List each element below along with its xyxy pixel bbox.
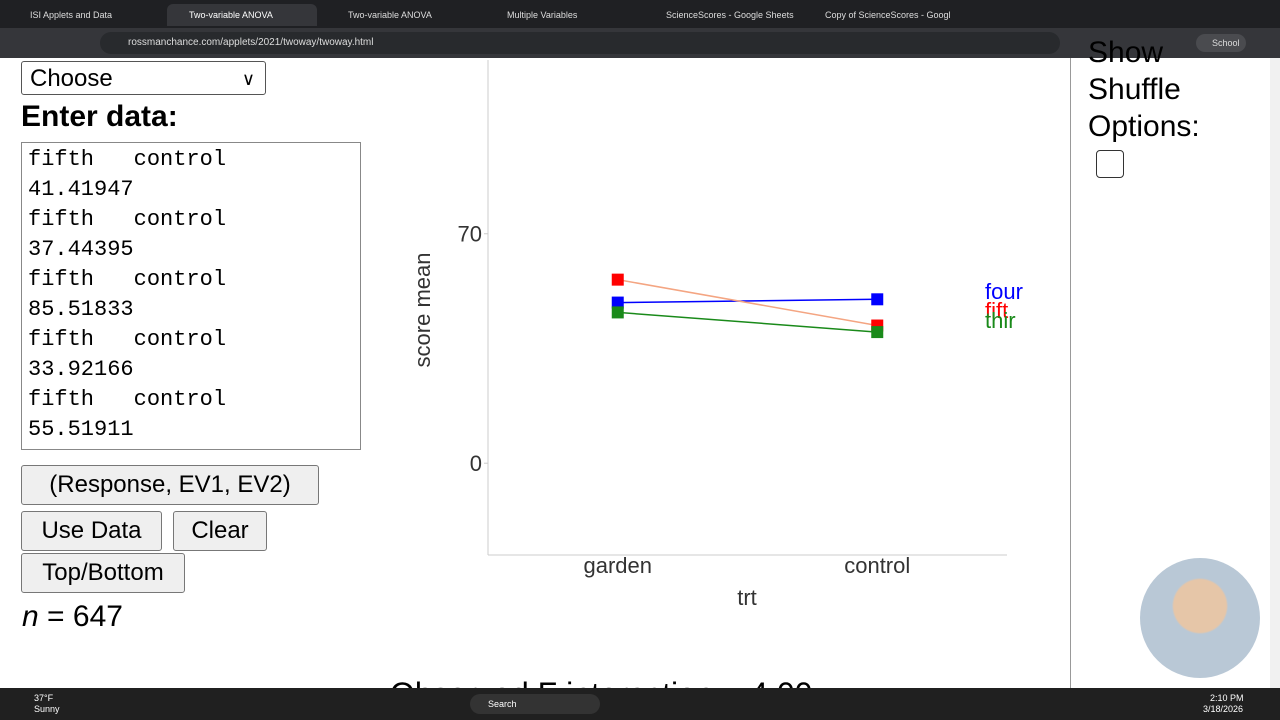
scrollbar[interactable] [1270, 58, 1280, 688]
button[interactable]: Top/Bottom [21, 553, 185, 593]
select-text: Choose [30, 65, 113, 92]
group: fifth [28, 207, 95, 232]
tab[interactable]: Two-variable ANOVA [167, 4, 317, 26]
tab[interactable]: Copy of ScienceScores - Googl [825, 10, 951, 20]
shuffle-options: Show Shuffle Options: [1088, 34, 1200, 145]
group: fifth [28, 327, 95, 352]
options-line: Shuffle [1088, 73, 1181, 106]
treatment: control [133, 267, 227, 292]
y-axis-label: score mean [410, 253, 435, 368]
legend-label: fift [985, 298, 1008, 323]
mean-marker [871, 293, 884, 306]
group: fifth [28, 267, 95, 292]
data-row: fifth control [28, 145, 354, 175]
button[interactable]: Use Data [21, 511, 162, 551]
mean-marker [611, 296, 624, 309]
address-bar: rossmanchance.com/applets/2021/twoway/tw… [0, 28, 1280, 58]
n-count: n = 647 [22, 600, 123, 634]
webcam [1140, 558, 1260, 678]
treatment: control [133, 327, 227, 352]
data-row: fifth control [28, 325, 354, 355]
tab[interactable]: ISI Applets and Data [30, 10, 113, 20]
score: 33.92166 [28, 357, 134, 382]
mean-marker [611, 273, 624, 286]
tab[interactable]: ScienceScores - Google Sheets [666, 10, 794, 20]
url[interactable]: rossmanchance.com/applets/2021/twoway/tw… [100, 32, 1060, 54]
button[interactable]: (Response, EV1, EV2) [21, 465, 319, 505]
weather: Sunny [34, 704, 60, 714]
n-symbol: n [22, 600, 39, 633]
treatment: control [133, 387, 227, 412]
y-tick-label: 70 [458, 222, 482, 247]
y-tick-label: 0 [470, 451, 482, 476]
x-tick-label: garden [583, 553, 652, 578]
treatment: control [133, 147, 227, 172]
heading: Enter data: [21, 100, 178, 133]
tab[interactable]: Two-variable ANOVA [348, 10, 432, 20]
temperature: 37°F [34, 693, 54, 703]
x-axis-label: trt [737, 585, 757, 610]
mean-line [617, 278, 878, 327]
mean-marker [871, 326, 884, 339]
time: 2:10 PM [1210, 693, 1244, 703]
data-row: fifth control [28, 385, 354, 415]
checkbox[interactable] [1096, 150, 1124, 178]
date: 3/18/2026 [1203, 704, 1244, 714]
button[interactable]: Clear [173, 511, 267, 551]
taskbar: 37°F Sunny Search 2:10 PM 3/18/2026 [0, 688, 1280, 720]
profile[interactable]: School [1196, 34, 1246, 52]
tab-bar: ISI Applets and Data Two-variable ANOVA Tw… [0, 0, 1280, 28]
tab[interactable]: Multiple Variables [507, 10, 578, 20]
mean-marker [611, 306, 624, 319]
dropdown-arrow: ∨ [241, 69, 255, 89]
data-textarea[interactable]: fifth control 41.41947 fifth control 37.443… [21, 142, 361, 450]
group: fifth [28, 147, 95, 172]
search[interactable]: Search [470, 694, 600, 714]
divider [1070, 58, 1071, 688]
score: 85.51833 [28, 297, 134, 322]
x-tick-label: control [844, 553, 910, 578]
legend-label: four [985, 279, 1023, 304]
mean-line [617, 311, 878, 333]
score: 41.41947 [28, 177, 134, 202]
score: 55.51911 [28, 417, 134, 442]
data-row: fifth control [28, 205, 354, 235]
options-line: Options: [1088, 110, 1200, 143]
mean-line [617, 298, 878, 304]
score: 37.44395 [28, 237, 134, 262]
options-line: Show [1088, 36, 1164, 69]
select[interactable]: Choose ∨ [21, 61, 266, 95]
group: fifth [28, 387, 95, 412]
n-text: = 647 [47, 600, 123, 633]
data-row: fifth control [28, 265, 354, 295]
legend-label: thir [985, 308, 1016, 333]
treatment: control [133, 207, 227, 232]
